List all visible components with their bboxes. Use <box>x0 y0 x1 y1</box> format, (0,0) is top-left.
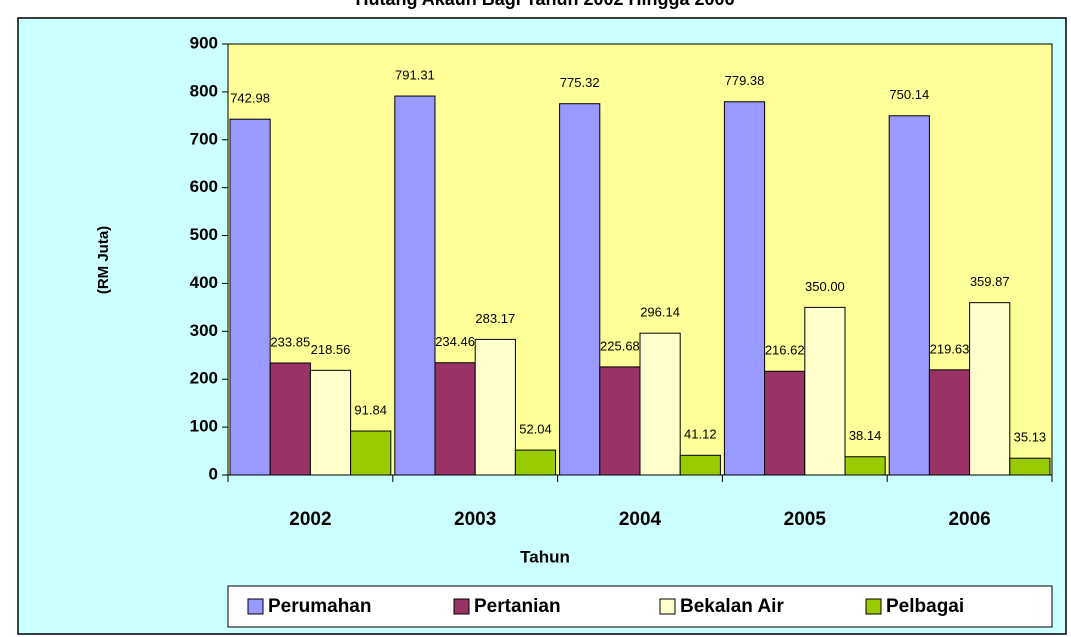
x-tick-label: 2006 <box>948 509 990 530</box>
value-label: 219.63 <box>930 341 970 356</box>
value-label: 35.13 <box>1014 430 1047 445</box>
value-label: 283.17 <box>475 311 515 326</box>
value-label: 359.87 <box>970 274 1010 289</box>
y-tick-label: 200 <box>190 369 218 388</box>
bar <box>434 362 476 476</box>
bar <box>269 362 311 476</box>
legend-swatch <box>865 598 882 615</box>
x-tick-label: 2004 <box>619 509 662 530</box>
legend-label: Bekalan Air <box>680 596 784 617</box>
bar <box>350 430 392 476</box>
y-tick-label: 300 <box>190 321 218 340</box>
bar <box>639 332 681 476</box>
value-label: 218.56 <box>311 342 351 357</box>
y-tick-label: 800 <box>190 81 218 100</box>
value-label: 225.68 <box>600 338 640 353</box>
value-label: 38.14 <box>849 428 882 443</box>
value-label: 775.32 <box>560 75 600 90</box>
bar <box>764 370 806 476</box>
bar <box>679 454 721 476</box>
legend <box>227 585 1053 628</box>
y-tick-label: 100 <box>190 417 218 436</box>
bar <box>514 449 557 476</box>
value-label: 234.46 <box>435 334 475 349</box>
bar <box>1009 457 1051 476</box>
y-tick-label: 500 <box>190 225 218 244</box>
bar <box>229 118 271 476</box>
bar <box>723 101 766 476</box>
y-tick-label: 900 <box>190 33 218 52</box>
value-label: 750.14 <box>889 87 929 102</box>
value-label: 296.14 <box>640 305 680 320</box>
y-tick-label: 0 <box>209 464 218 483</box>
value-label: 742.98 <box>230 91 270 106</box>
y-tick-label: 400 <box>190 273 218 292</box>
bar <box>559 103 601 476</box>
bar <box>928 369 971 476</box>
legend-label: Pertanian <box>474 596 561 617</box>
legend-swatch <box>247 598 264 615</box>
chart-title: Hutang Akaun Bagi Tahun 2002 Hingga 2006 <box>355 0 734 9</box>
y-tick-label: 600 <box>190 177 218 196</box>
x-tick-label: 2005 <box>784 509 827 530</box>
bar <box>599 366 641 476</box>
bar <box>474 338 516 476</box>
x-axis-label: Tahun <box>520 547 570 566</box>
legend-label: Perumahan <box>268 596 371 617</box>
x-tick-label: 2003 <box>454 509 496 530</box>
bar <box>309 369 352 476</box>
legend-swatch <box>659 598 676 615</box>
bar <box>804 306 846 476</box>
value-label: 779.38 <box>725 73 765 88</box>
x-tick-label: 2002 <box>289 509 331 530</box>
value-label: 41.12 <box>684 427 717 442</box>
y-axis-label: (RM Juta) <box>95 226 112 294</box>
bar <box>394 95 436 476</box>
legend-label: Pelbagai <box>886 596 964 617</box>
bar <box>969 302 1011 476</box>
value-label: 216.62 <box>765 343 805 358</box>
y-tick-label: 700 <box>190 129 218 148</box>
value-label: 91.84 <box>354 402 387 417</box>
value-label: 52.04 <box>519 422 552 437</box>
value-label: 233.85 <box>270 334 310 349</box>
value-label: 350.00 <box>805 279 845 294</box>
bar <box>888 115 930 476</box>
legend-swatch <box>453 598 470 615</box>
bar <box>844 456 886 476</box>
value-label: 791.31 <box>395 67 435 82</box>
